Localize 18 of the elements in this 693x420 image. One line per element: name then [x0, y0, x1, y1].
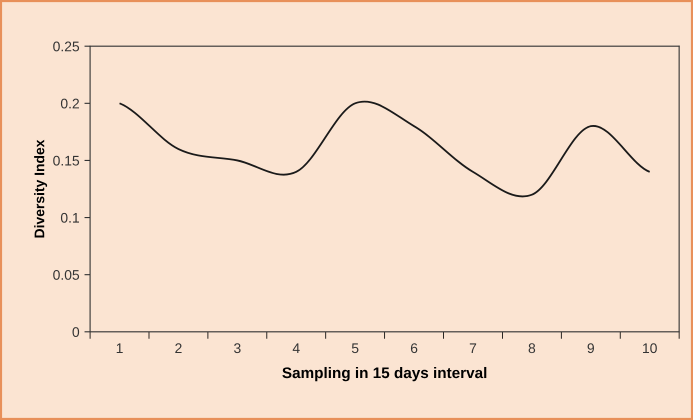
y-tick-label: 0: [72, 327, 80, 337]
y-tick-label: 0.1: [60, 212, 79, 223]
x-tick-label: 4: [292, 343, 300, 353]
x-tick-label: 2: [175, 343, 182, 353]
y-tick-label: 0.2: [60, 98, 79, 108]
x-axis-title: Sampling in 15 days interval: [282, 366, 486, 382]
y-tick-label: 0.15: [53, 156, 80, 166]
x-tick-label: 3: [234, 343, 241, 354]
x-tick-label: 7: [470, 343, 476, 353]
y-tick-label: 0.05: [53, 270, 80, 280]
x-tick-label: 6: [410, 343, 418, 354]
x-tick-label: 1: [116, 343, 123, 353]
x-tick-label: 9: [588, 343, 594, 354]
x-tick-label: 10: [643, 343, 657, 354]
x-tick-label: 8: [528, 343, 536, 354]
y-tick-label: 0.25: [53, 42, 80, 52]
y-axis-title: Diversity Index: [34, 140, 48, 238]
x-tick-label: 5: [352, 343, 358, 354]
